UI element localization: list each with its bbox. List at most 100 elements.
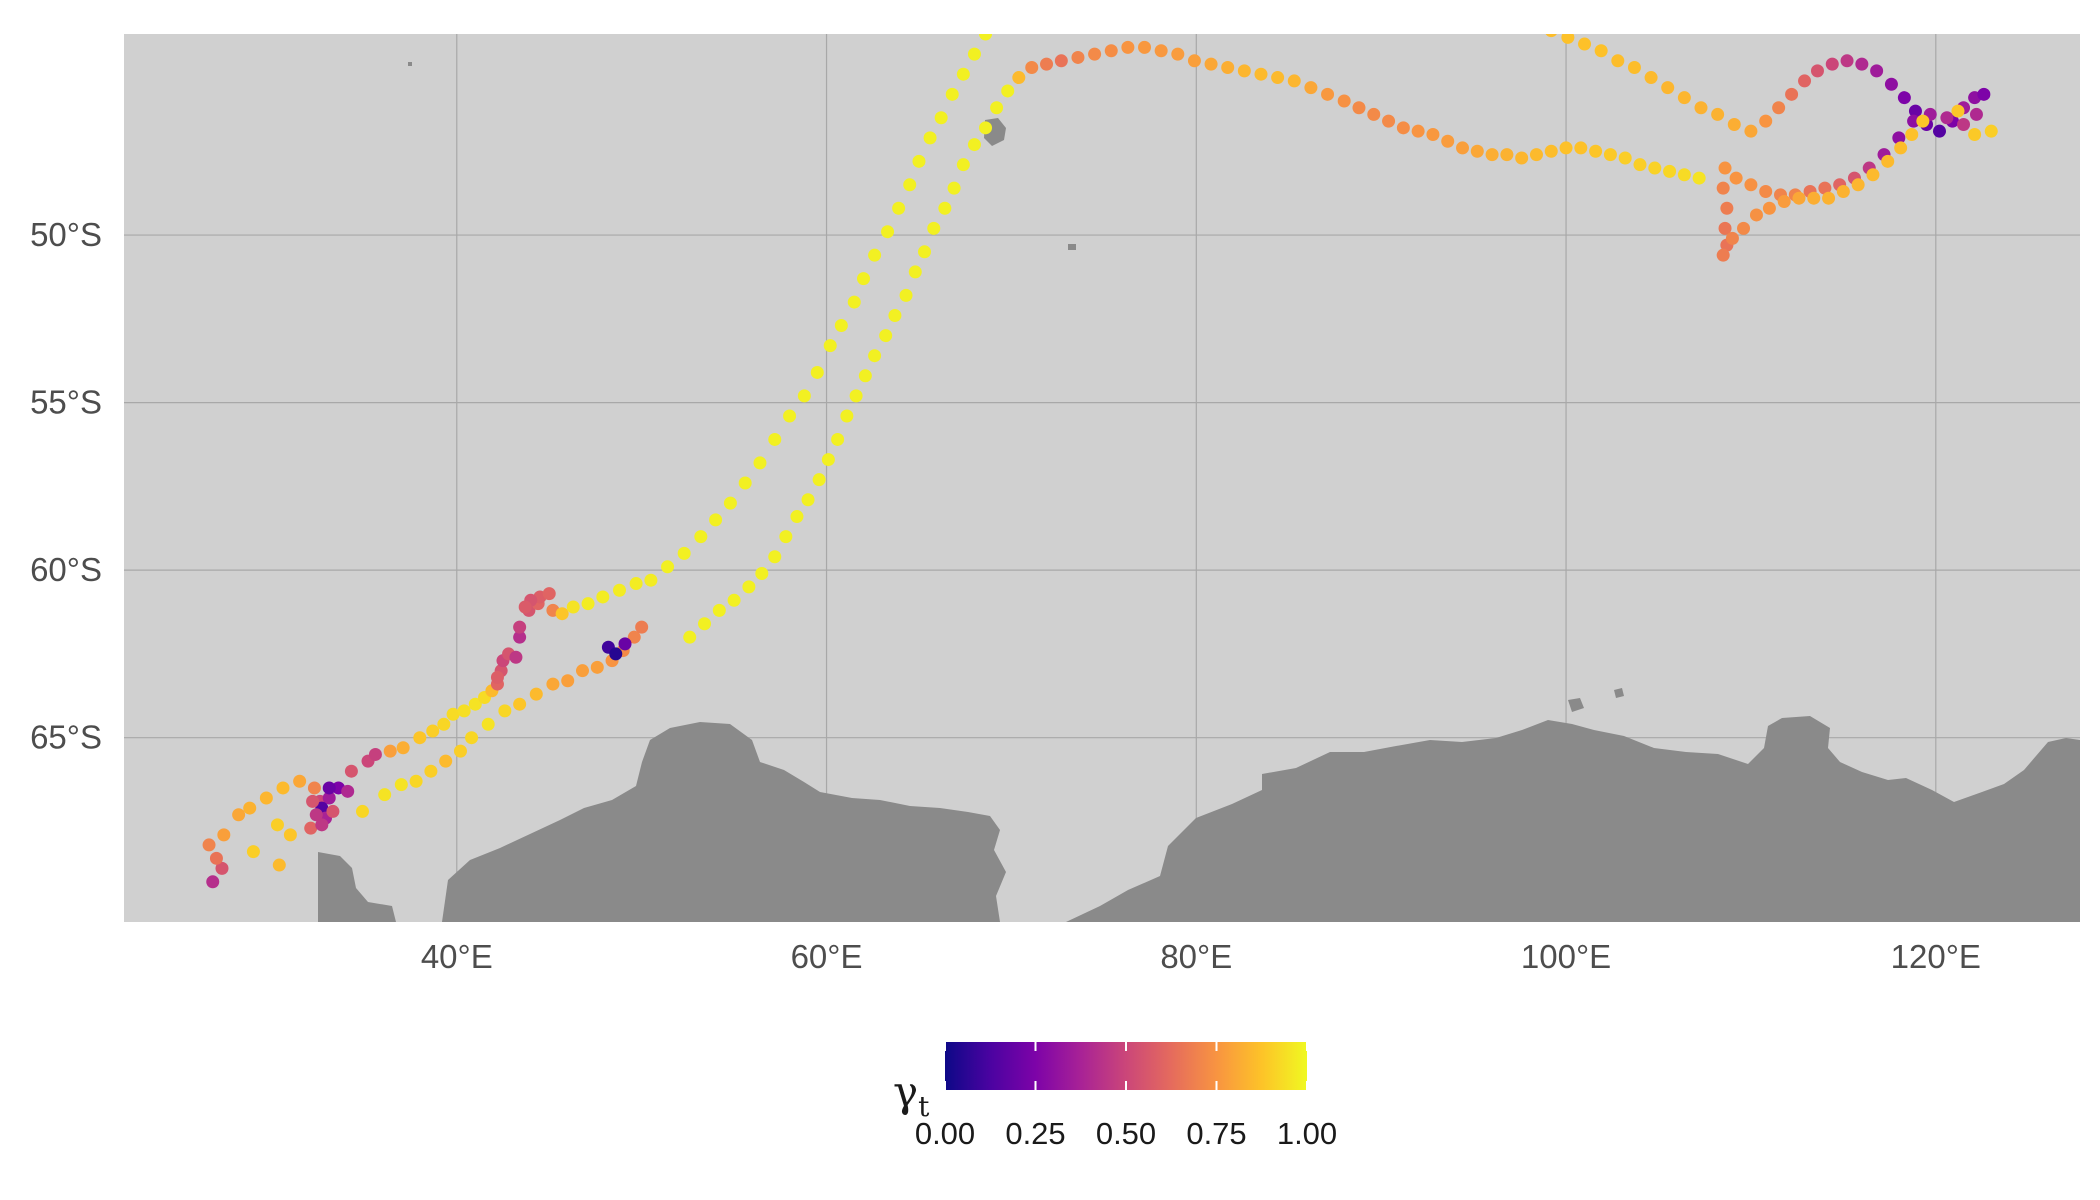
track-point	[927, 221, 941, 235]
track-point	[956, 67, 970, 81]
track-point	[912, 154, 926, 168]
track-point	[1426, 128, 1440, 142]
track-point	[868, 248, 882, 262]
track-point	[1881, 154, 1895, 168]
track-point	[627, 630, 641, 644]
colorbar-tick-label: 0.75	[1186, 1116, 1246, 1151]
track-point	[723, 496, 737, 510]
track-points	[202, 17, 1998, 889]
track-point	[1025, 61, 1039, 75]
track-point	[396, 741, 410, 755]
track-point	[1254, 67, 1268, 81]
track-point	[1836, 184, 1850, 198]
track-point	[1618, 151, 1632, 165]
track-point	[694, 530, 708, 544]
track-point	[934, 111, 948, 125]
track-point	[1866, 168, 1880, 182]
track-point	[243, 801, 257, 815]
track-point	[590, 660, 604, 674]
track-point	[698, 617, 712, 631]
track-point	[1367, 107, 1381, 121]
track-point	[812, 473, 826, 487]
track-point	[1822, 191, 1836, 205]
heard-island	[1068, 244, 1076, 250]
coastal-island-a	[1568, 698, 1584, 712]
track-point	[1737, 221, 1751, 235]
track-point	[513, 697, 527, 711]
track-point	[644, 573, 658, 587]
track-point	[1744, 178, 1758, 192]
track-point	[1718, 161, 1732, 175]
track-point	[899, 288, 913, 302]
track-point	[498, 704, 512, 718]
y-tick-label: 55°S	[30, 384, 102, 421]
track-point	[1840, 54, 1854, 68]
track-point	[1907, 114, 1921, 128]
track-point	[1456, 141, 1470, 155]
track-point	[1807, 191, 1821, 205]
legend-title: γt	[893, 1067, 930, 1123]
track-point	[1692, 171, 1706, 185]
track-point	[1204, 57, 1218, 71]
track-point	[1677, 168, 1691, 182]
track-point	[1984, 124, 1998, 138]
track-point	[979, 121, 993, 135]
track-point	[1777, 195, 1791, 209]
track-point	[457, 704, 471, 718]
track-point	[979, 34, 993, 41]
track-point	[801, 493, 815, 507]
track-point	[465, 731, 479, 745]
track-point	[1221, 61, 1235, 75]
track-point	[304, 821, 318, 835]
track-point	[858, 369, 872, 383]
track-point	[1012, 71, 1026, 85]
track-point	[1810, 64, 1824, 78]
track-point	[1749, 208, 1763, 222]
track-point	[709, 513, 723, 527]
track-point	[293, 774, 307, 788]
track-point	[1627, 61, 1641, 75]
track-point	[555, 607, 569, 621]
track-point	[481, 717, 495, 731]
antarctica-land-west	[318, 852, 396, 922]
track-point	[315, 818, 329, 832]
track-point	[768, 550, 782, 564]
track-point	[1411, 124, 1425, 138]
track-point	[1304, 81, 1318, 95]
colorbar-tick-label: 0.00	[915, 1116, 975, 1151]
track-point	[529, 687, 543, 701]
track-point	[1578, 37, 1592, 51]
track-point	[1470, 144, 1484, 158]
track-point	[518, 600, 532, 614]
track-point	[712, 603, 726, 617]
track-point	[1894, 141, 1908, 155]
x-tick-label: 80°E	[1160, 938, 1232, 975]
track-point	[661, 560, 675, 574]
track-point	[1559, 141, 1573, 155]
antarctica-land-east	[1066, 716, 2080, 922]
track-point	[546, 677, 560, 691]
track-point	[581, 597, 595, 611]
track-point	[1720, 201, 1734, 215]
track-point	[797, 389, 811, 403]
coastal-island-b	[1614, 688, 1624, 698]
colorbar-tick-label: 0.25	[1005, 1116, 1065, 1151]
track-point	[1154, 44, 1168, 58]
track-point	[1951, 104, 1965, 118]
track-point	[1851, 178, 1865, 192]
track-point	[938, 201, 952, 215]
track-point	[1138, 40, 1152, 54]
track-point	[1337, 94, 1351, 108]
track-point	[1528, 17, 1541, 30]
track-point	[383, 744, 397, 758]
track-point	[755, 567, 769, 581]
track-point	[629, 577, 643, 591]
legend-title-main: γ	[893, 1067, 918, 1116]
track-point	[1677, 91, 1691, 105]
y-tick-label: 60°S	[30, 551, 102, 588]
track-point	[542, 587, 556, 601]
track-point	[426, 724, 440, 738]
track-point	[513, 620, 527, 634]
track-point	[918, 245, 932, 259]
x-tick-label: 100°E	[1521, 938, 1611, 975]
